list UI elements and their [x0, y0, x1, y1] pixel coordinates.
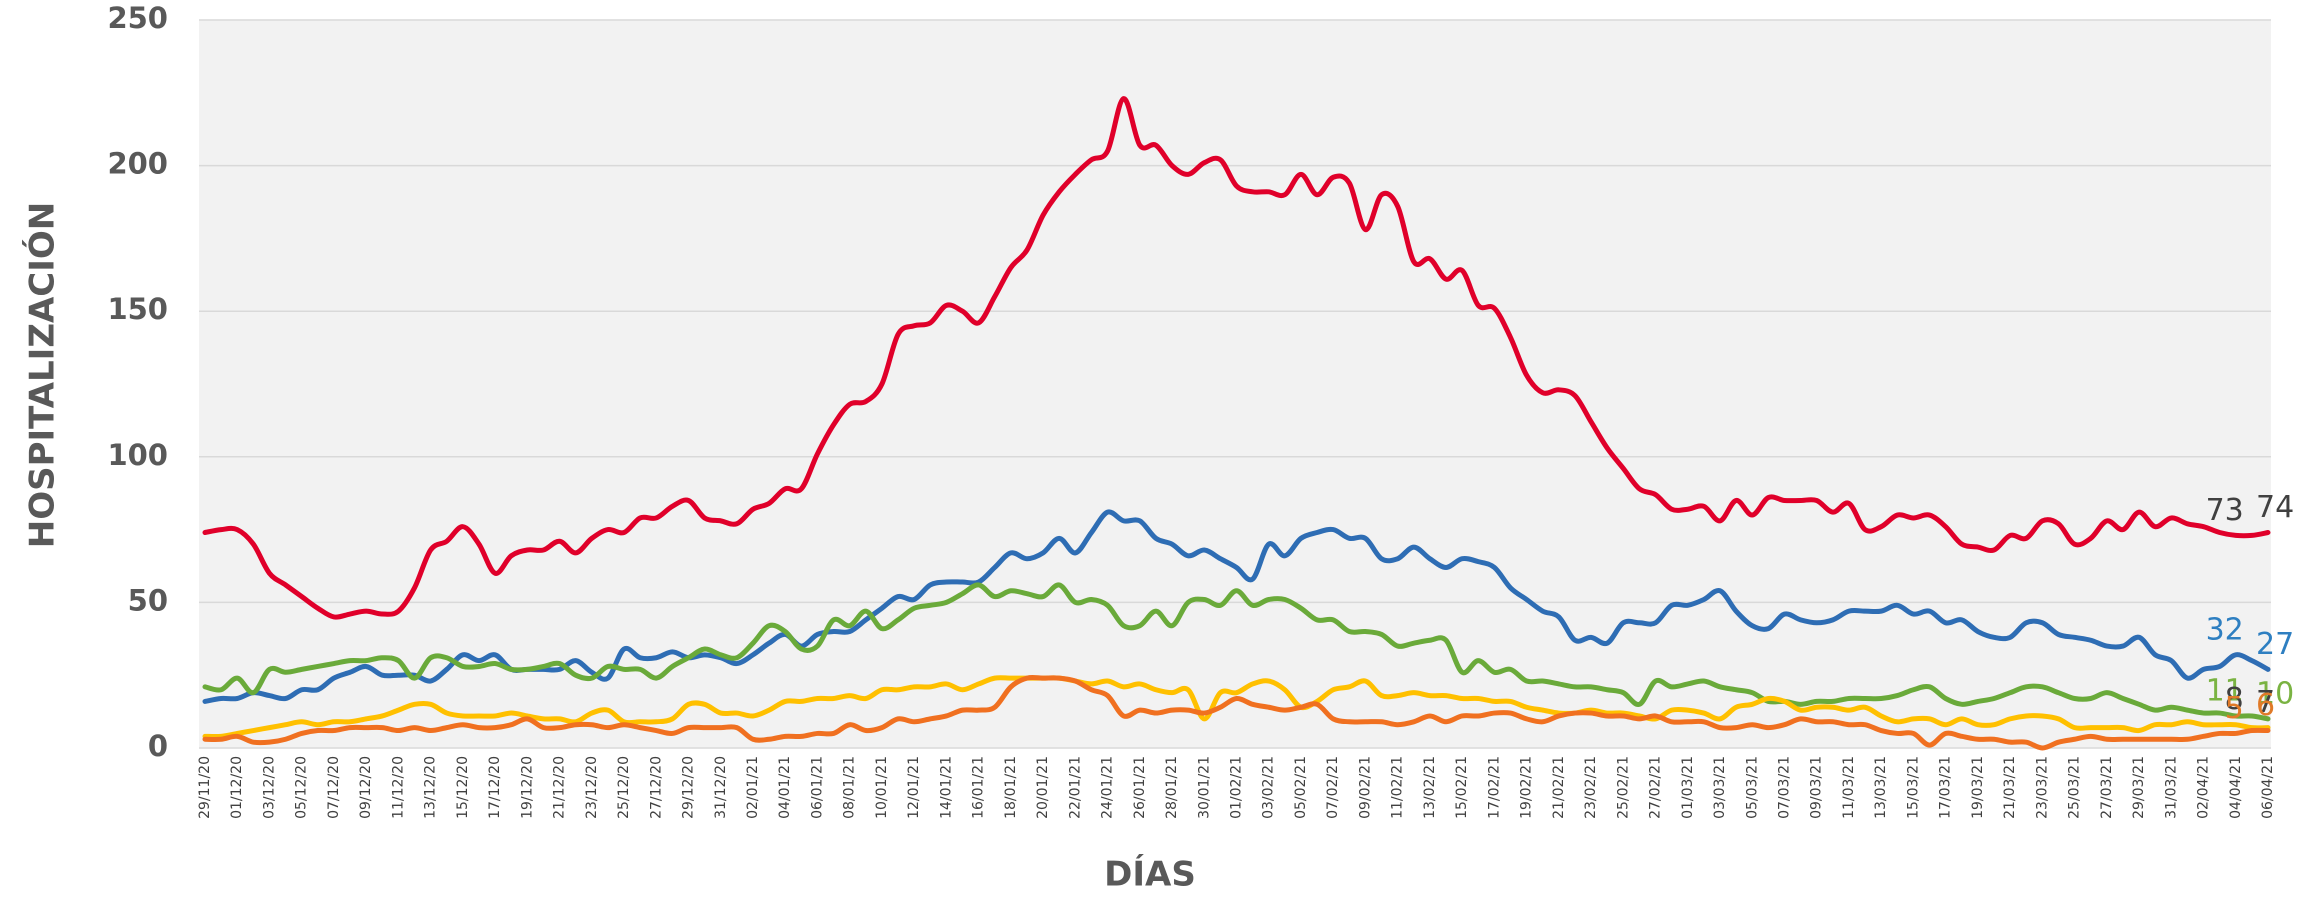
x-tick-label: 31/12/20: [713, 756, 729, 819]
x-tick-label: 15/02/21: [1454, 756, 1470, 819]
x-tick-label: 11/03/21: [1841, 756, 1857, 819]
x-tick-label: 23/12/20: [584, 756, 600, 819]
x-tick-label: 03/02/21: [1261, 756, 1277, 819]
x-tick-label: 27/12/20: [648, 756, 664, 819]
x-tick-label: 21/12/20: [552, 756, 568, 819]
y-tick-label: 250: [107, 1, 168, 35]
x-tick-label: 29/12/20: [681, 756, 697, 819]
x-tick-label: 24/01/21: [1100, 756, 1116, 819]
y-axis-title: HOSPITALIZACIÓN: [22, 202, 63, 549]
series-line: [202, 96, 2271, 620]
x-tick-label: 19/03/21: [1970, 756, 1986, 819]
x-tick-label: 01/02/21: [1229, 756, 1245, 819]
x-tick-label: 14/01/21: [938, 756, 954, 819]
x-tick-label: 19/12/20: [519, 756, 535, 819]
x-tick-label: 28/01/21: [1164, 756, 1180, 819]
data-label: 73: [2206, 493, 2244, 528]
x-tick-label: 07/12/20: [326, 756, 342, 819]
data-label: 10: [2256, 676, 2294, 711]
x-tick-label: 17/02/21: [1486, 756, 1502, 819]
x-tick-label: 09/03/21: [1809, 756, 1825, 819]
x-tick-label: 05/03/21: [1744, 756, 1760, 819]
series-line: [202, 674, 2271, 751]
x-tick-label: 27/02/21: [1648, 756, 1664, 819]
data-label: 8: [2225, 682, 2244, 717]
series-line: [202, 509, 2271, 704]
x-tick-label: 17/03/21: [1938, 756, 1954, 819]
data-label: 5: [2225, 691, 2244, 726]
x-tick-label: 22/01/21: [1067, 756, 1083, 819]
x-tick-label: 19/02/21: [1519, 756, 1535, 819]
x-tick-label: 07/02/21: [1325, 756, 1341, 819]
x-tick-label: 10/01/21: [874, 756, 890, 819]
plot-area: [199, 20, 2271, 748]
x-tick-label: 29/11/20: [197, 756, 213, 819]
data-label: 6: [2256, 688, 2275, 723]
x-tick-label: 30/01/21: [1196, 756, 1212, 819]
series-line: [202, 675, 2271, 740]
x-tick-label: 01/03/21: [1680, 756, 1696, 819]
x-tick-label: 26/01/21: [1132, 756, 1148, 819]
x-tick-label: 29/03/21: [2131, 756, 2147, 819]
data-label: 7: [2256, 685, 2275, 720]
x-tick-label: 25/03/21: [2067, 756, 2083, 819]
x-tick-label: 03/12/20: [261, 756, 277, 819]
x-tick-label: 06/04/21: [2260, 756, 2276, 819]
data-label: 27: [2256, 627, 2294, 662]
x-tick-label: 07/03/21: [1776, 756, 1792, 819]
y-tick-label: 100: [107, 438, 168, 472]
x-tick-label: 05/12/20: [294, 756, 310, 819]
x-tick-label: 01/12/20: [229, 756, 245, 819]
x-tick-label: 12/01/21: [906, 756, 922, 819]
x-axis-title: DÍAS: [1104, 854, 1196, 895]
x-tick-label: 25/02/21: [1615, 756, 1631, 819]
x-tick-label: 27/03/21: [2099, 756, 2115, 819]
x-tick-label: 04/01/21: [777, 756, 793, 819]
x-tick-label: 06/01/21: [809, 756, 825, 819]
x-tick-label: 16/01/21: [971, 756, 987, 819]
y-tick-label: 50: [128, 583, 168, 617]
x-tick-label: 21/02/21: [1551, 756, 1567, 819]
x-tick-label: 11/02/21: [1390, 756, 1406, 819]
x-tick-label: 05/02/21: [1293, 756, 1309, 819]
x-tick-label: 15/12/20: [455, 756, 471, 819]
x-tick-label: 09/02/21: [1357, 756, 1373, 819]
data-label: 32: [2206, 612, 2244, 647]
x-tick-label: 31/03/21: [2163, 756, 2179, 819]
x-tick-label: 13/12/20: [423, 756, 439, 819]
x-tick-label: 04/04/21: [2228, 756, 2244, 819]
x-tick-label: 20/01/21: [1035, 756, 1051, 819]
series-line: [202, 582, 2271, 722]
x-tick-label: 15/03/21: [1905, 756, 1921, 819]
x-tick-label: 09/12/20: [358, 756, 374, 819]
x-tick-label: 11/12/20: [390, 756, 406, 819]
x-tick-label: 23/03/21: [2034, 756, 2050, 819]
x-tick-label: 17/12/20: [487, 756, 503, 819]
x-tick-label: 25/12/20: [616, 756, 632, 819]
x-tick-label: 03/03/21: [1712, 756, 1728, 819]
x-tick-label: 21/03/21: [2002, 756, 2018, 819]
x-tick-label: 13/02/21: [1422, 756, 1438, 819]
y-tick-label: 150: [107, 292, 168, 326]
data-label: 11: [2206, 673, 2244, 708]
x-tick-label: 13/03/21: [1873, 756, 1889, 819]
data-label: 74: [2256, 490, 2294, 525]
x-tick-label: 02/04/21: [2196, 756, 2212, 819]
y-tick-label: 200: [107, 147, 168, 181]
y-tick-label: 0: [148, 729, 168, 763]
x-tick-label: 08/01/21: [842, 756, 858, 819]
x-tick-label: 02/01/21: [745, 756, 761, 819]
x-tick-label: 18/01/21: [1003, 756, 1019, 819]
x-tick-label: 23/02/21: [1583, 756, 1599, 819]
